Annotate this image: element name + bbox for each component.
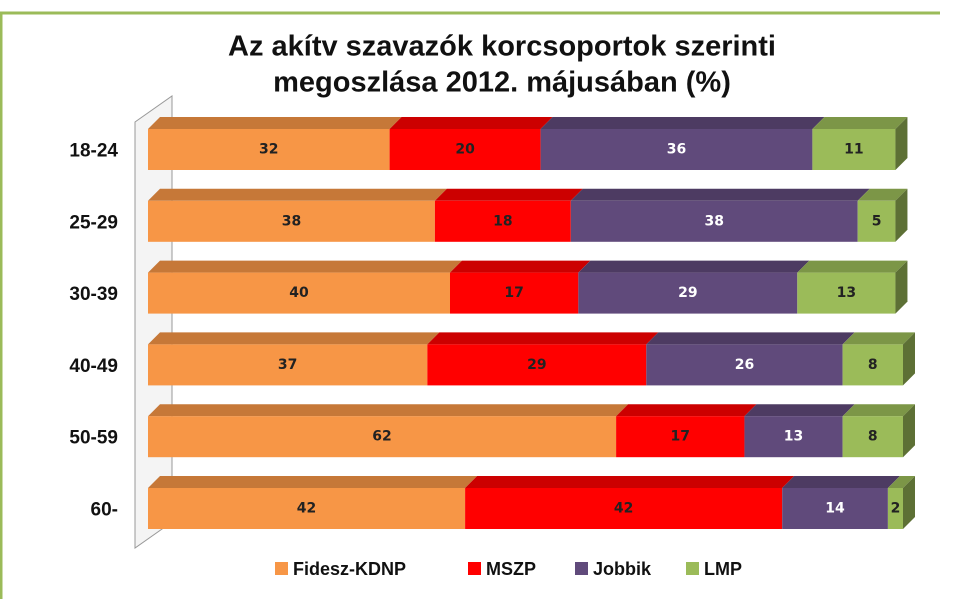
bar — [744, 416, 843, 458]
bar — [389, 129, 541, 170]
data-label: 18 — [493, 213, 512, 229]
y-tick-label: 40-49 — [69, 356, 118, 377]
bar-top — [427, 332, 659, 345]
data-label: 14 — [825, 501, 845, 517]
legend-swatch — [468, 562, 481, 575]
data-label: 62 — [372, 429, 391, 445]
data-label: 38 — [705, 213, 724, 229]
bar-top — [797, 260, 908, 273]
bar-top — [616, 404, 757, 417]
data-label: 8 — [868, 357, 878, 373]
data-label: 29 — [527, 357, 546, 373]
data-label: 29 — [678, 285, 697, 301]
y-tick-label: 25-29 — [69, 212, 118, 233]
bar-top — [744, 404, 855, 417]
legend-label: LMP — [704, 559, 742, 579]
bar — [540, 129, 813, 170]
bar — [450, 272, 579, 314]
bar-top — [540, 117, 825, 129]
data-label: 32 — [259, 142, 278, 158]
legend-label: Fidesz-KDNP — [293, 559, 406, 579]
bar-top — [887, 476, 915, 488]
bar — [812, 129, 896, 170]
data-label: 2 — [891, 501, 901, 517]
bar — [578, 272, 798, 314]
data-label: 13 — [784, 429, 803, 445]
bar-top — [646, 332, 855, 345]
bar — [842, 416, 903, 458]
frame — [0, 11, 940, 599]
bar-top — [570, 188, 870, 201]
data-label: 8 — [868, 429, 878, 445]
legend-label: MSZP — [486, 559, 536, 579]
bar — [887, 488, 903, 529]
data-label: 26 — [735, 357, 754, 373]
bar — [148, 488, 466, 529]
bar — [842, 344, 903, 386]
bar-side — [903, 332, 915, 386]
data-label: 17 — [504, 285, 523, 301]
bar-top — [465, 476, 795, 488]
legend-label: Jobbik — [593, 559, 652, 579]
data-label: 13 — [837, 285, 856, 301]
bar-top — [450, 260, 591, 273]
bar — [148, 416, 617, 458]
bar-top — [148, 332, 440, 345]
data-label: 40 — [289, 285, 309, 301]
bar-top — [148, 117, 402, 129]
data-label: 38 — [282, 213, 301, 229]
data-label: 37 — [278, 357, 297, 373]
y-tick-label: 18-24 — [69, 141, 118, 162]
bar — [616, 416, 745, 458]
chart-title: megoszlása 2012. májusában (%) — [273, 67, 731, 99]
bar-top — [578, 260, 810, 273]
bar-top — [389, 117, 553, 129]
data-label: 36 — [667, 142, 686, 158]
bar — [427, 344, 647, 386]
legend-swatch — [686, 562, 699, 575]
bar-top — [842, 332, 915, 345]
bar — [465, 488, 783, 529]
bar-top — [148, 404, 629, 417]
bar — [857, 200, 896, 242]
bar-top — [782, 476, 900, 488]
bar — [797, 272, 896, 314]
bar-top — [842, 404, 915, 417]
bar-side — [895, 188, 908, 242]
bar-top — [148, 188, 447, 201]
legend-swatch — [575, 562, 588, 575]
legend-swatch — [275, 562, 288, 575]
bar-side — [895, 260, 908, 314]
bar — [148, 129, 390, 170]
bar-top — [148, 260, 462, 273]
data-label: 17 — [671, 429, 690, 445]
bar — [148, 200, 435, 242]
chart-title: Az akítv szavazók korcsoportok szerinti — [228, 31, 776, 63]
data-label: 11 — [844, 142, 863, 158]
y-tick-label: 30-39 — [69, 284, 118, 305]
bar-top — [148, 476, 478, 488]
bar-top — [434, 188, 583, 201]
bar-side — [903, 476, 915, 529]
bar — [782, 488, 888, 529]
bar-top — [812, 117, 908, 129]
data-label: 5 — [872, 213, 882, 229]
y-tick-label: 50-59 — [69, 428, 118, 449]
bar — [570, 200, 858, 242]
data-label: 42 — [614, 501, 633, 517]
bar — [148, 344, 428, 386]
bar-side — [895, 117, 908, 170]
bar-side — [903, 404, 915, 458]
bar — [148, 272, 450, 314]
bar-top — [857, 188, 908, 201]
data-label: 20 — [455, 142, 475, 158]
bar — [646, 344, 843, 386]
bar — [434, 200, 571, 242]
data-label: 42 — [297, 501, 316, 517]
y-tick-label: 60- — [91, 500, 118, 521]
